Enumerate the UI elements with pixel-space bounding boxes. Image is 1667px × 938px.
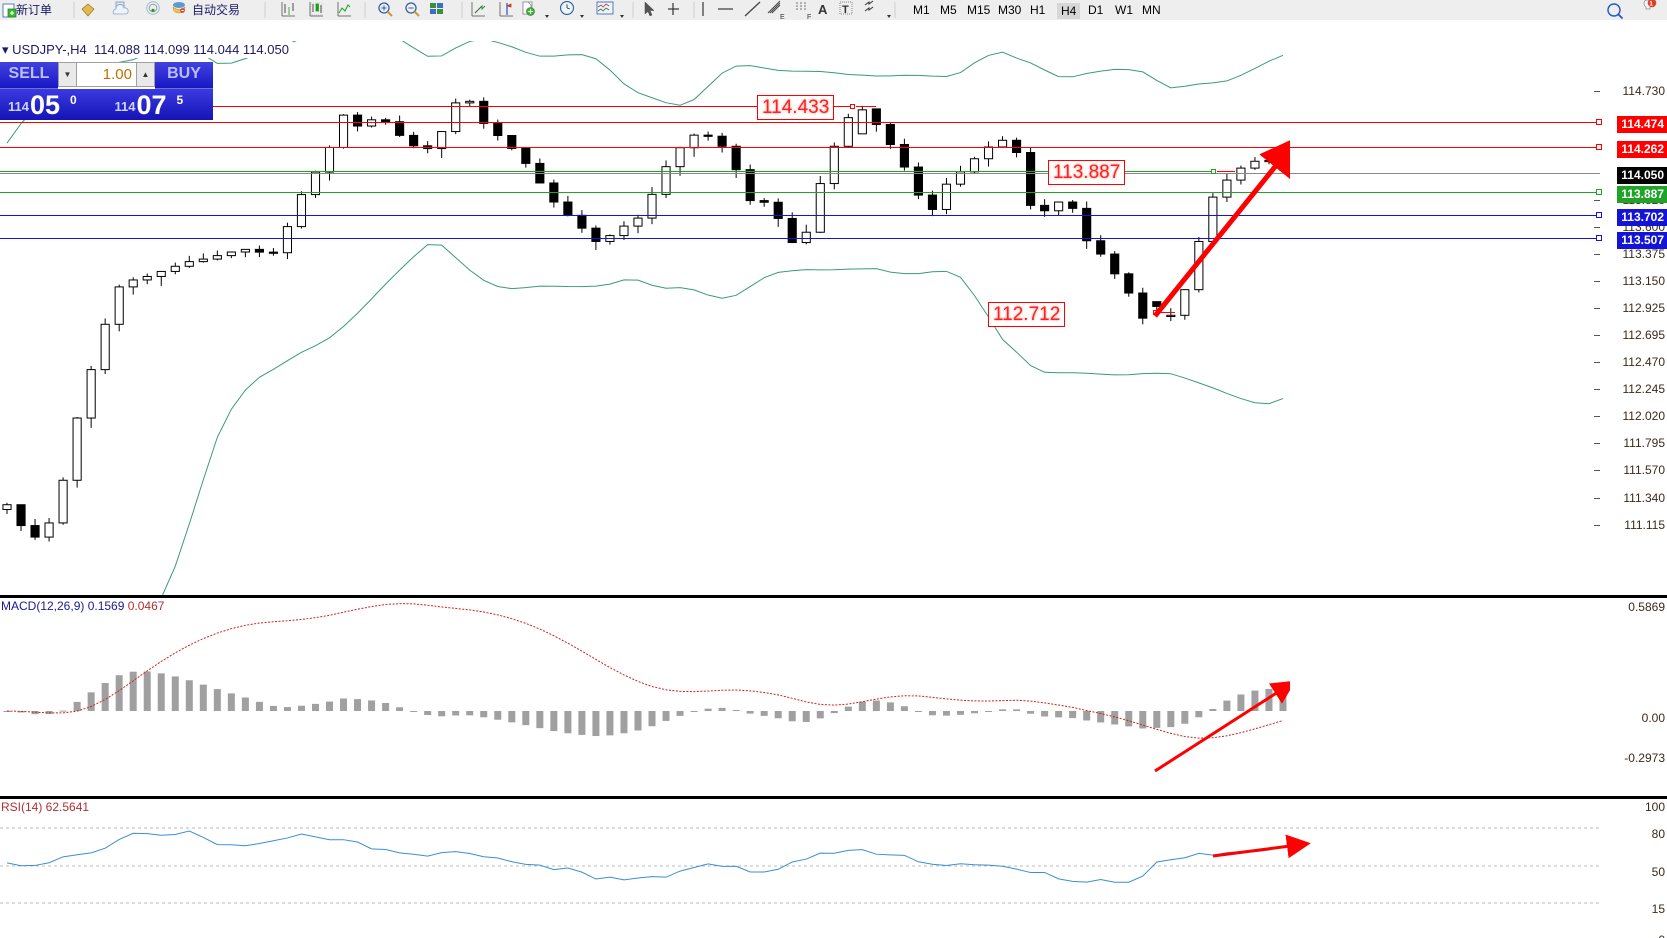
svg-text:A: A [818, 2, 828, 17]
svg-text:新订单: 新订单 [16, 2, 52, 17]
svg-text:1: 1 [1649, 0, 1653, 7]
svg-text:T: T [842, 4, 849, 16]
svg-text:自动交易: 自动交易 [192, 2, 240, 17]
